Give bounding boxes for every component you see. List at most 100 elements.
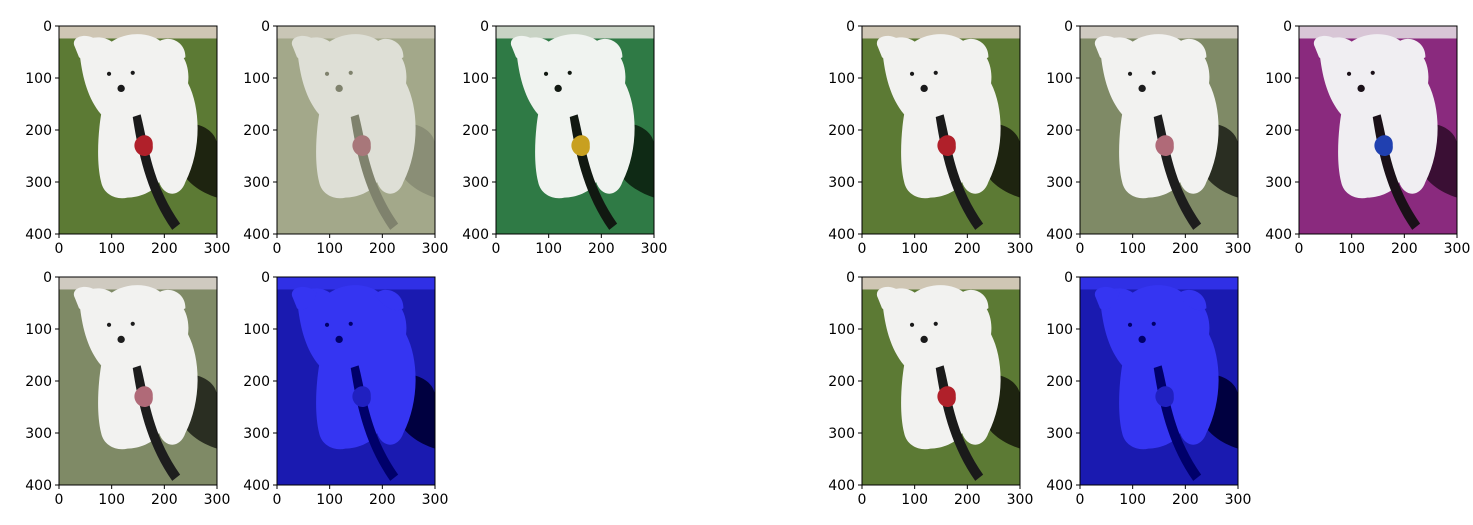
image-collar-tag (1155, 135, 1174, 156)
image-dog-ear (876, 35, 902, 59)
y-tick-label: 0 (261, 19, 270, 35)
image-dog-ear (959, 38, 989, 60)
y-tick-label: 300 (828, 426, 855, 442)
x-tick-label: 100 (98, 492, 125, 508)
y-tick-label: 0 (1064, 270, 1073, 286)
image-dog-ear (959, 289, 989, 311)
x-tick-label: 200 (588, 241, 615, 257)
x-tick-label: 300 (641, 241, 668, 257)
image-collar-tag (134, 135, 153, 156)
x-tick-label: 200 (151, 492, 178, 508)
image-dog-ear (291, 286, 317, 310)
y-tick-label: 100 (243, 71, 270, 87)
y-tick-label: 200 (828, 123, 855, 139)
y-tick-label: 100 (828, 71, 855, 87)
image-dog-eye (567, 70, 572, 75)
image-dog-eye (1370, 70, 1375, 75)
y-tick-label: 100 (25, 71, 52, 87)
x-tick-label: 200 (1172, 492, 1199, 508)
dog-image (862, 26, 1020, 234)
y-tick-label: 200 (828, 374, 855, 390)
x-tick-label: 0 (273, 492, 282, 508)
image-dog-eye (933, 321, 938, 326)
image-dog-eye (1151, 70, 1156, 75)
y-tick-label: 300 (25, 426, 52, 442)
image-dog-eye (543, 71, 549, 76)
y-tick-label: 0 (261, 270, 270, 286)
subplot-5: 0 100 200 300 0 100 200 300 400 (243, 270, 448, 508)
y-tick-label: 300 (243, 175, 270, 191)
y-tick-label: 100 (1046, 322, 1073, 338)
x-tick-label: 300 (204, 241, 231, 257)
x-tick-label: 300 (1225, 492, 1252, 508)
x-tick-label: 0 (858, 492, 867, 508)
x-tick-label: 200 (954, 241, 981, 257)
image-dog-ear (876, 286, 902, 310)
y-tick-label: 0 (43, 270, 52, 286)
x-tick-label: 0 (55, 492, 64, 508)
x-tick-label: 300 (1225, 241, 1252, 257)
image-top-strip (862, 277, 1020, 290)
image-dog-ear (1177, 38, 1207, 60)
image-dog-ear (1177, 289, 1207, 311)
image-dog-eye (909, 71, 915, 76)
image-collar-tag (571, 135, 590, 156)
y-tick-label: 200 (1046, 374, 1073, 390)
image-collar-tag (1155, 386, 1174, 407)
y-tick-label: 300 (1265, 175, 1292, 191)
x-tick-label: 0 (1076, 241, 1085, 257)
image-dog-ear (156, 289, 186, 311)
image-dog-nose (1138, 84, 1146, 93)
image-dog-eye (348, 321, 353, 326)
image-dog-eye (324, 71, 330, 76)
x-tick-label: 300 (1007, 241, 1034, 257)
image-dog-ear (73, 35, 99, 59)
image-dog-ear (1094, 286, 1120, 310)
image-dog-eye (130, 321, 135, 326)
image-top-strip (277, 26, 435, 39)
dog-image (59, 277, 217, 485)
image-top-strip (59, 277, 217, 290)
dog-image (277, 26, 435, 234)
image-top-strip (59, 26, 217, 39)
subplot-2: 0 100 200 300 0 100 200 300 400 (243, 19, 448, 257)
y-tick-label: 0 (480, 19, 489, 35)
image-dog-nose (117, 335, 125, 344)
y-tick-label: 0 (1283, 19, 1292, 35)
x-tick-label: 300 (422, 492, 449, 508)
subplot-7: 0 100 200 300 0 100 200 300 400 (1046, 19, 1251, 257)
y-tick-label: 300 (243, 426, 270, 442)
x-tick-label: 200 (1172, 241, 1199, 257)
dog-image (1080, 26, 1238, 234)
y-tick-label: 0 (43, 19, 52, 35)
y-tick-label: 400 (25, 478, 52, 494)
x-tick-label: 0 (858, 241, 867, 257)
x-tick-label: 100 (98, 241, 125, 257)
x-tick-label: 200 (1391, 241, 1418, 257)
y-tick-label: 300 (1046, 426, 1073, 442)
image-dog-ear (1396, 38, 1426, 60)
image-collar-tag (1374, 135, 1393, 156)
x-tick-label: 0 (1076, 492, 1085, 508)
image-dog-nose (117, 84, 125, 93)
y-tick-label: 200 (243, 123, 270, 139)
x-tick-label: 100 (316, 241, 343, 257)
dog-image (1080, 277, 1238, 485)
image-dog-nose (335, 335, 343, 344)
y-tick-label: 100 (1265, 71, 1292, 87)
x-tick-label: 300 (422, 241, 449, 257)
image-dog-ear (1094, 35, 1120, 59)
image-dog-eye (1127, 322, 1133, 327)
x-tick-label: 100 (1119, 241, 1146, 257)
y-tick-label: 300 (1046, 175, 1073, 191)
x-tick-label: 200 (369, 492, 396, 508)
y-tick-label: 400 (1265, 227, 1292, 243)
image-dog-eye (1127, 71, 1133, 76)
y-tick-label: 100 (1046, 71, 1073, 87)
y-tick-label: 0 (1064, 19, 1073, 35)
y-tick-label: 400 (828, 478, 855, 494)
subplot-6: 0 100 200 300 0 100 200 300 400 (828, 19, 1033, 257)
image-dog-ear (374, 38, 404, 60)
image-top-strip (1299, 26, 1457, 39)
